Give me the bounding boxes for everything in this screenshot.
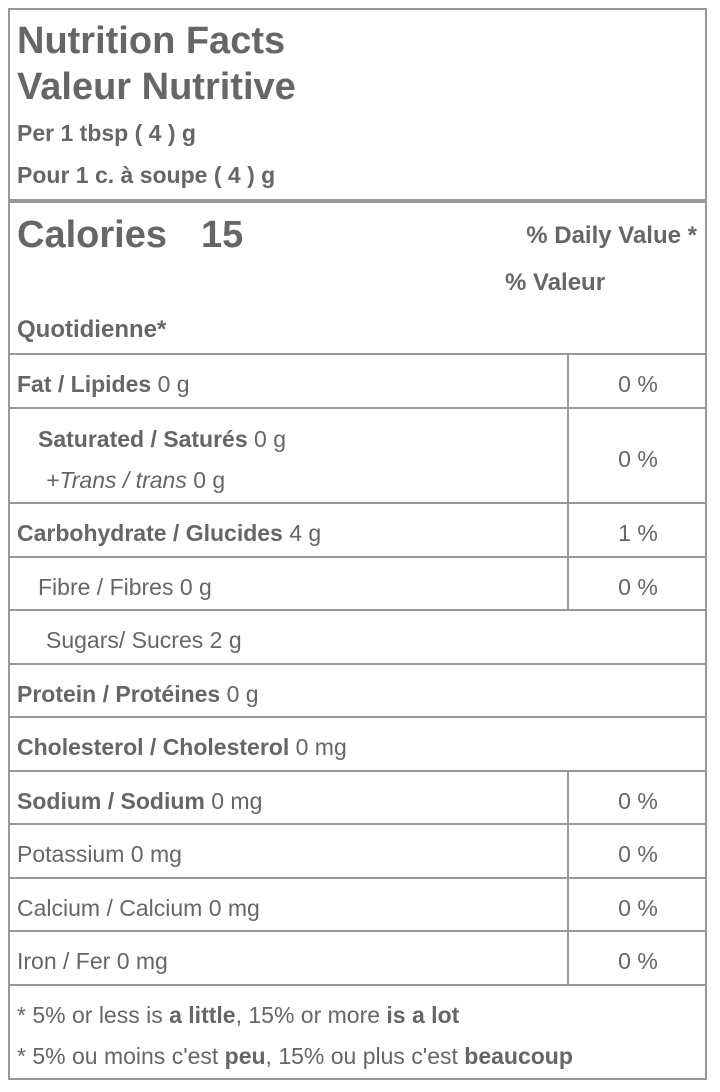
calories-line: Calories 15 (17, 216, 243, 254)
sodium-row: Sodium / Sodium 0 mg (17, 790, 262, 813)
iron-row: Iron / Fer 0 mg (17, 950, 168, 973)
carbohydrate-row: Carbohydrate / Glucides 4 g (17, 522, 321, 545)
calories-value: 15 (200, 214, 244, 256)
row-divider (10, 823, 705, 825)
row-divider (10, 353, 705, 355)
label-header: Nutrition Facts Valeur Nutritive Per 1 t… (10, 10, 705, 199)
sugars-label: Sugars/ Sucres (46, 627, 204, 653)
footnote-english: * 5% or less is a little, 15% or more is… (17, 1004, 459, 1027)
cholesterol-row: Cholesterol / Cholesterol 0 mg (17, 736, 347, 759)
row-divider (10, 556, 705, 558)
daily-value-heading-french-2: Quotidienne* (17, 316, 167, 343)
title-french: Valeur Nutritive (17, 66, 296, 108)
nutrition-facts-label: Nutrition Facts Valeur Nutritive Per 1 t… (8, 8, 707, 1080)
fat-dv: 0 % (618, 371, 658, 397)
calcium-dv: 0 % (618, 895, 658, 921)
carbohydrate-amount: 4 g (289, 520, 322, 546)
thick-divider (10, 199, 705, 203)
footnote-fr-peu: peu (224, 1043, 266, 1069)
footnote-en-a-lot: is a lot (386, 1002, 460, 1028)
title-english: Nutrition Facts (17, 20, 286, 62)
row-divider (10, 407, 705, 409)
sodium-amount: 0 mg (211, 788, 263, 814)
carbohydrate-label: Carbohydrate / Glucides (17, 520, 283, 546)
row-divider (10, 984, 705, 986)
potassium-dv: 0 % (618, 841, 658, 867)
sugars-row: Sugars/ Sucres 2 g (46, 629, 242, 652)
footnote-en-mid: , 15% or more (235, 1002, 387, 1028)
fat-amount: 0 g (157, 371, 190, 397)
potassium-amount: 0 mg (130, 841, 182, 867)
footnote-en-a-little: a little (169, 1002, 236, 1028)
iron-label: Iron / Fer (17, 948, 111, 974)
row-divider (10, 877, 705, 879)
trans-amount: 0 g (193, 467, 226, 493)
protein-amount: 0 g (226, 681, 259, 707)
serving-size-french: Pour 1 c. à soupe ( 4 ) g (17, 162, 276, 188)
footnote-fr-mid: , 15% ou plus c'est (265, 1043, 465, 1069)
iron-dv: 0 % (618, 948, 658, 974)
row-divider (10, 770, 705, 772)
sodium-dv: 0 % (618, 788, 658, 814)
row-divider (10, 930, 705, 932)
iron-amount: 0 mg (116, 948, 168, 974)
calcium-label: Calcium / Calcium (17, 895, 203, 921)
footnote-fr-prefix: * 5% ou moins c'est (17, 1043, 225, 1069)
protein-label: Protein / Protéines (17, 681, 221, 707)
fibre-amount: 0 g (179, 574, 212, 600)
calcium-amount: 0 mg (208, 895, 260, 921)
saturated-label: Saturated / Saturés (38, 426, 248, 452)
saturated-trans-dv: 0 % (618, 446, 658, 472)
fat-label: Fat / Lipides (17, 371, 152, 397)
row-divider (10, 716, 705, 718)
carbohydrate-dv: 1 % (618, 520, 658, 546)
fibre-row: Fibre / Fibres 0 g (38, 576, 212, 599)
fat-row: Fat / Lipides 0 g (17, 373, 190, 396)
sugars-amount: 2 g (209, 627, 242, 653)
saturated-amount: 0 g (254, 426, 287, 452)
serving-size-english: Per 1 tbsp ( 4 ) g (17, 120, 196, 146)
saturated-row: Saturated / Saturés 0 g (38, 428, 286, 451)
protein-row: Protein / Protéines 0 g (17, 683, 259, 706)
dv-column-divider (567, 772, 569, 984)
row-divider (10, 609, 705, 611)
cholesterol-amount: 0 mg (295, 734, 347, 760)
footnote-en-prefix: * 5% or less is (17, 1002, 170, 1028)
potassium-label: Potassium (17, 841, 125, 867)
dv-column-divider (567, 355, 569, 609)
trans-label: +Trans / trans (46, 467, 187, 493)
footnote-fr-beaucoup: beaucoup (464, 1043, 573, 1069)
potassium-row: Potassium 0 mg (17, 843, 182, 866)
cholesterol-label: Cholesterol / Cholesterol (17, 734, 290, 760)
fibre-label: Fibre / Fibres (38, 574, 174, 600)
daily-value-heading-french-1: % Valeur (505, 269, 606, 296)
fibre-dv: 0 % (618, 574, 658, 600)
row-divider (10, 663, 705, 665)
daily-value-heading-english: % Daily Value * (526, 222, 697, 249)
sodium-label: Sodium / Sodium (17, 788, 205, 814)
trans-row: +Trans / trans 0 g (46, 469, 225, 492)
footnote-french: * 5% ou moins c'est peu, 15% ou plus c'e… (17, 1045, 573, 1068)
row-divider (10, 502, 705, 504)
calories-label: Calories (17, 214, 167, 256)
calcium-row: Calcium / Calcium 0 mg (17, 897, 260, 920)
